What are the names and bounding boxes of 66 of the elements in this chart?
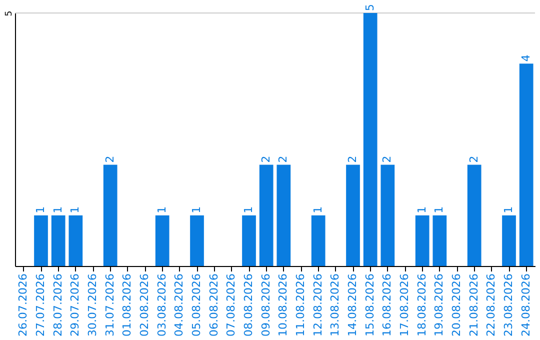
bar	[34, 215, 48, 266]
bar	[380, 164, 395, 266]
data-label: 1	[502, 206, 515, 214]
bar	[467, 164, 482, 266]
bar	[432, 215, 447, 266]
x-tick-label: 27.07.2026	[34, 274, 47, 336]
x-tick-label: 16.08.2026	[380, 274, 394, 336]
data-label: 1	[242, 206, 255, 214]
x-tick-label: 11.08.2026	[294, 274, 307, 336]
x-tick-label: 29.07.2026	[68, 274, 82, 336]
x-tick-label: 05.08.2026	[190, 274, 203, 336]
x-tick-label: 13.08.2026	[328, 274, 342, 336]
x-tick-label: 07.08.2026	[224, 274, 238, 336]
x-tick-label: 17.08.2026	[398, 274, 411, 336]
bar	[242, 215, 256, 266]
x-tick-label: 19.08.2026	[432, 274, 446, 336]
data-label: 1	[432, 206, 446, 214]
bar	[346, 164, 360, 266]
bar	[103, 164, 118, 266]
bar	[415, 215, 430, 266]
data-label: 2	[467, 156, 480, 163]
x-tick-label: 22.08.2026	[484, 274, 498, 336]
bar	[276, 164, 291, 266]
x-tick-label: 10.08.2026	[276, 274, 290, 336]
data-label: 1	[51, 206, 64, 214]
x-tick-label: 01.08.2026	[120, 274, 134, 336]
x-tick-label: 30.07.2026	[86, 274, 99, 336]
x-tick-label: 09.08.2026	[259, 274, 272, 336]
bar	[519, 64, 534, 266]
x-tick-label: 26.07.2026	[16, 274, 30, 336]
x-tick-label: 21.08.2026	[467, 274, 480, 336]
data-label: 4	[519, 54, 532, 62]
bar	[68, 215, 83, 266]
x-tick-label: 20.08.2026	[450, 274, 463, 336]
data-label: 1	[415, 206, 428, 214]
x-tick-label: 18.08.2026	[415, 274, 428, 336]
x-tick-label: 31.07.2026	[103, 274, 116, 336]
data-label: 2	[259, 156, 272, 163]
x-tick-label: 03.08.2026	[155, 274, 168, 336]
x-tick-label: 06.08.2026	[207, 274, 220, 336]
data-label: 1	[190, 206, 203, 214]
data-label: 2	[103, 156, 116, 163]
data-label: 1	[34, 206, 47, 214]
x-tick-label: 24.08.2026	[519, 274, 532, 336]
x-tick-label: 12.08.2026	[311, 274, 324, 336]
bar	[363, 13, 378, 266]
bar	[155, 215, 170, 266]
data-label: 2	[346, 156, 359, 163]
x-tick-label: 08.08.2026	[242, 274, 255, 336]
bar	[259, 164, 274, 266]
x-tick-label: 28.07.2026	[51, 274, 64, 336]
data-label: 2	[276, 156, 290, 163]
data-label: 1	[155, 206, 168, 214]
data-label: 5	[363, 4, 376, 11]
bar	[190, 215, 204, 266]
bar	[51, 215, 66, 266]
data-label: 2	[380, 156, 394, 163]
x-tick-label: 04.08.2026	[172, 274, 186, 336]
x-tick-label: 23.08.2026	[502, 274, 515, 336]
x-tick-label: 02.08.2026	[138, 274, 151, 336]
bar	[502, 215, 516, 266]
bar	[311, 215, 326, 266]
x-tick-label: 15.08.2026	[363, 274, 376, 336]
data-label: 1	[68, 206, 82, 214]
x-tick-label: 14.08.2026	[346, 274, 359, 336]
data-label: 1	[311, 206, 324, 214]
